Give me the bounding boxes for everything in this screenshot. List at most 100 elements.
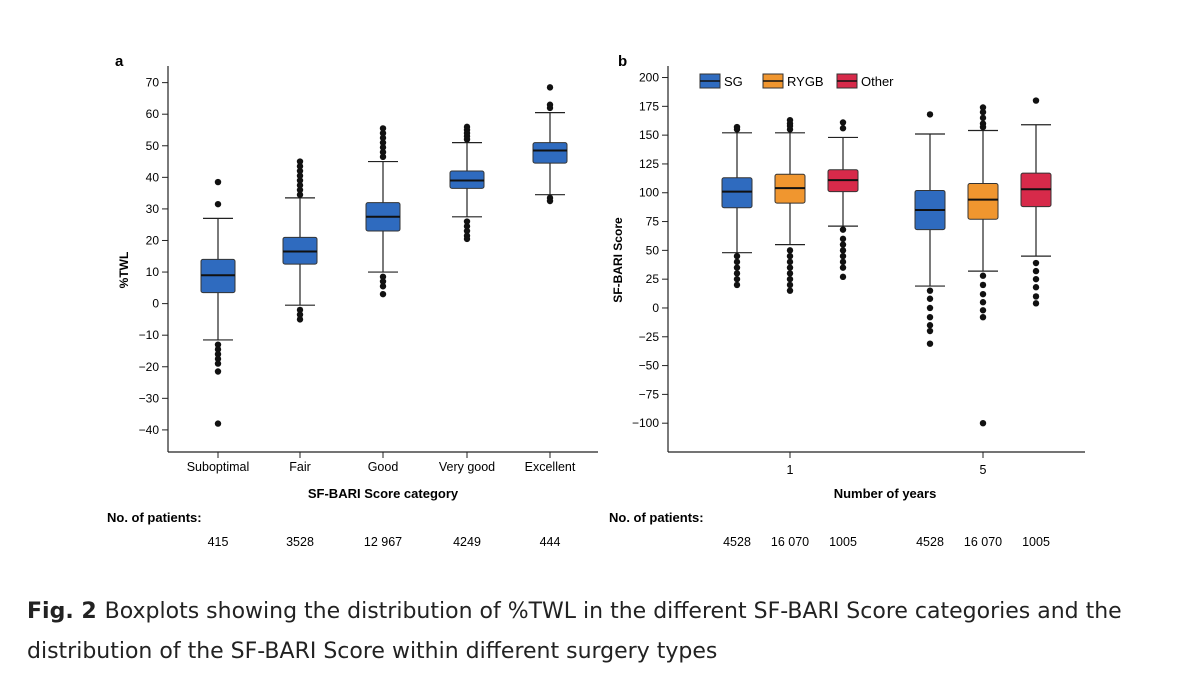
- panel-a-y-tick-label: −30: [139, 391, 160, 405]
- panel-b-box-other-1-outlier: [839, 241, 847, 248]
- panel-a-patients-count: 444: [540, 535, 561, 549]
- panel-a-box-2-outlier: [296, 311, 304, 318]
- panel-a-x-tick-label: Good: [368, 460, 399, 474]
- panel-b-box-other-1-outlier: [839, 226, 847, 233]
- panel-b-box-sg-5-outlier: [926, 304, 934, 312]
- panel-b-box-rygb-1-outlier: [786, 287, 794, 294]
- panel-b-box-rygb-1-outlier: [786, 264, 794, 271]
- panel-b-box-other-1-outlier: [839, 119, 847, 126]
- panel-a-box-3-outlier: [379, 153, 387, 161]
- legend-label-other: Other: [861, 74, 894, 89]
- panel-b-label: b: [618, 53, 627, 70]
- panel-a-x-tick-label: Excellent: [525, 460, 576, 474]
- panel-a-patients-label: No. of patients:: [107, 510, 202, 525]
- panel-a-box-3-outlier: [379, 125, 387, 132]
- panel-b-box-rygb-1-outlier: [786, 116, 794, 124]
- panel-b-box-sg-5-outlier: [926, 313, 934, 321]
- panel-a-box-1-outlier: [214, 420, 222, 427]
- panel-b-box-rygb-1-outlier: [786, 258, 794, 266]
- panel-b-x-tick-label: 1: [787, 463, 794, 477]
- panel-b-y-tick-label: −75: [639, 387, 660, 401]
- panel-b-box-rygb-5-outlier: [979, 290, 987, 298]
- panel-b-box-other-5-outlier: [1032, 97, 1040, 104]
- panel-a-box-4-outlier: [463, 227, 471, 235]
- caption-label: Fig. 2: [27, 599, 97, 624]
- panel-b-patients-count: 1005: [1022, 535, 1050, 549]
- panel-b-y-tick-label: −50: [639, 359, 660, 373]
- panel-a-box-1-outlier: [214, 360, 222, 367]
- panel-a-box-3-outlier: [379, 283, 387, 290]
- panel-b-y-tick-label: 175: [639, 99, 659, 113]
- panel-b-patients-count: 16 070: [771, 535, 809, 549]
- panel-b-legend: SG RYGB Other: [699, 73, 894, 89]
- panel-b-box-rygb-5-outlier: [979, 272, 987, 279]
- panel-b-box-sg-5-outlier: [926, 287, 934, 294]
- panel-a-patients-count: 4249: [453, 535, 481, 549]
- panel-a-patients-count: 12 967: [364, 535, 402, 549]
- panel-b-x-tick-label: 5: [980, 463, 987, 477]
- panel-a-box-5-box: [532, 142, 568, 164]
- panel-a-label: a: [115, 53, 124, 70]
- legend-label-rygb: RYGB: [787, 74, 824, 89]
- panel-b-box-sg-5-outlier: [926, 111, 934, 118]
- panel-a-box-1-outlier: [214, 355, 222, 363]
- panel-b-box-sg-5-outlier: [926, 295, 934, 302]
- panel-a-y-tick-label: 70: [146, 76, 160, 90]
- panel-b-box-sg-1-outlier: [733, 264, 741, 271]
- panel-b-y-tick-label: 150: [639, 128, 659, 142]
- caption-text: Boxplots showing the distribution of %TW…: [27, 599, 1122, 664]
- panel-b-box-sg-1-outlier: [733, 252, 741, 260]
- panel-b-box-rygb-1-outlier: [786, 275, 794, 283]
- panel-a-y-tick-label: 0: [152, 297, 159, 311]
- panel-a-box-2-outlier: [296, 191, 304, 198]
- panel-b-box-rygb-1-outlier: [786, 270, 794, 277]
- panel-b-y-tick-label: 75: [646, 215, 660, 229]
- panel-a-box-2-outlier: [296, 177, 304, 184]
- panel-a-box-5-outlier: [546, 101, 554, 108]
- panel-a: a 70 60 50 40 30 20 10 0 −10 −20 −30 −40 Suboptimal…: [107, 53, 598, 549]
- panel-b-patients-label: No. of patients:: [609, 510, 704, 525]
- panel-a-y-tick-label: −20: [139, 360, 160, 374]
- panel-a-box-1-outlier: [214, 341, 222, 348]
- panel-b-y-tick-label: 25: [646, 272, 660, 286]
- panel-b-patients-count: 4528: [723, 535, 751, 549]
- panel-b-box-sg-1-outlier: [733, 275, 741, 283]
- panel-b-y-label: SF-BARI Score: [611, 217, 625, 303]
- panel-a-box-3-outlier: [379, 148, 387, 156]
- panel-a-y-tick-label: −10: [139, 328, 160, 342]
- panel-a-y-tick-label: 10: [146, 265, 160, 279]
- panel-b-y-tick-label: 125: [639, 157, 659, 171]
- panel-b-box-other-1-outlier: [839, 264, 847, 271]
- panel-a-box-5-outlier: [546, 84, 554, 91]
- panel-a-box-4-outlier: [463, 218, 471, 225]
- panel-b-box-sg-1-outlier: [733, 270, 741, 277]
- panel-a-box-3-outlier: [379, 290, 387, 298]
- panel-a-y-tick-label: 30: [146, 202, 160, 216]
- panel-a-x-label: SF-BARI Score category: [308, 486, 459, 501]
- panel-a-box-1-outlier: [214, 368, 222, 375]
- panel-a-box-3-outlier: [379, 129, 387, 137]
- panel-b-box-rygb-5-outlier: [979, 120, 987, 127]
- panel-a-box-1-outlier: [214, 350, 222, 358]
- panel-a-box-3-outlier: [379, 139, 387, 146]
- panel-a-box-4-outlier: [463, 123, 471, 131]
- panel-b-box-other-1-outlier: [839, 247, 847, 254]
- panel-b-box-sg-1-outlier: [733, 123, 741, 131]
- panel-b-box-other-5-outlier: [1032, 300, 1040, 307]
- panel-a-box-1-outlier: [214, 200, 222, 208]
- panel-b-box-other-5-outlier: [1032, 293, 1040, 300]
- panel-b-box-sg-5-outlier: [926, 322, 934, 329]
- panel-b-y-tick-label: 50: [646, 243, 660, 257]
- panel-b-box-rygb-1-outlier: [786, 247, 794, 254]
- panel-a-box-3-outlier: [379, 134, 387, 142]
- panel-b-box-sg-1-outlier: [733, 281, 741, 289]
- panel-a-box-2-outlier: [296, 163, 304, 170]
- panel-a-y-tick-label: −40: [139, 423, 160, 437]
- panel-b-patients-count: 1005: [829, 535, 857, 549]
- panel-b-y-tick-label: −25: [639, 330, 660, 344]
- panel-b-box-rygb-5-outlier: [979, 307, 987, 314]
- panel-b-patients-count: 16 070: [964, 535, 1002, 549]
- panel-b-y-tick-label: 0: [652, 301, 659, 315]
- panel-a-box-3-outlier: [379, 278, 387, 285]
